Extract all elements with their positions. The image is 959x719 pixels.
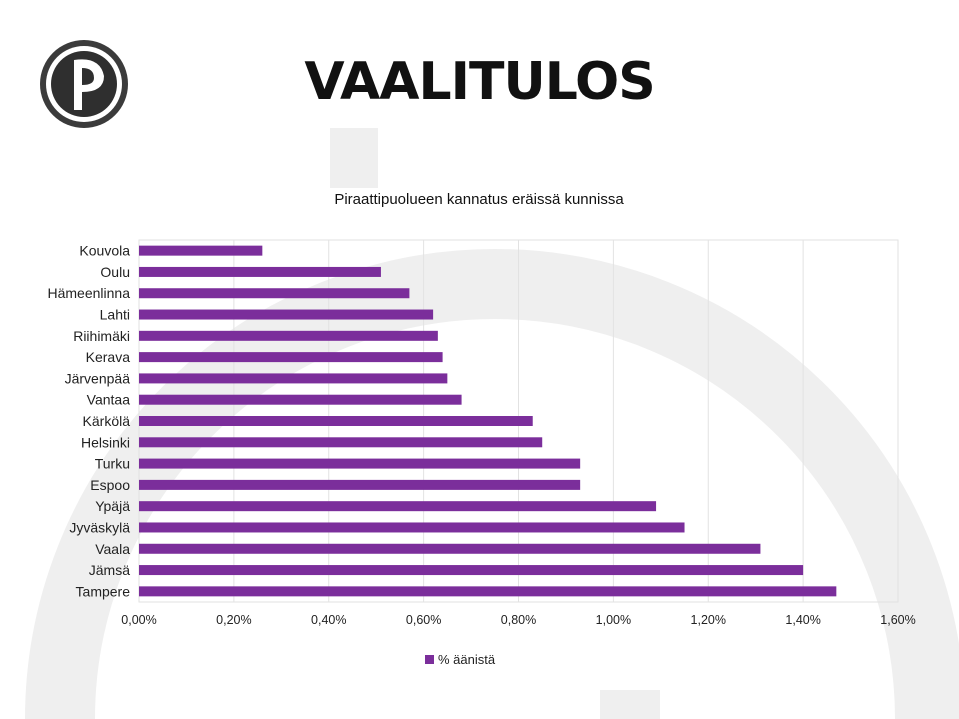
chart-title: Piraattipuolueen kannatus eräissä kunnis… xyxy=(334,191,624,208)
bar xyxy=(139,479,581,490)
x-tick-label: 0,20% xyxy=(216,613,251,627)
bar xyxy=(139,394,462,405)
category-label: Jyväskylä xyxy=(69,519,130,535)
bar xyxy=(139,330,438,341)
category-label: Tampere xyxy=(76,583,131,599)
category-label: Helsinki xyxy=(81,434,130,450)
bar xyxy=(139,309,434,320)
category-label: Ypäjä xyxy=(95,498,130,514)
bar xyxy=(139,373,448,384)
category-label: Jämsä xyxy=(89,562,130,578)
bar xyxy=(139,543,761,554)
x-tick-label: 1,60% xyxy=(880,613,915,627)
category-label: Kärkölä xyxy=(83,413,131,429)
category-label: Hämeenlinna xyxy=(48,285,131,301)
x-tick-label: 0,60% xyxy=(406,613,441,627)
bar xyxy=(139,586,837,597)
bar xyxy=(139,266,381,277)
category-label: Kerava xyxy=(86,349,131,365)
bar xyxy=(139,522,685,533)
bar xyxy=(139,245,263,256)
category-label: Vantaa xyxy=(87,392,131,408)
legend-swatch xyxy=(425,655,434,664)
bar xyxy=(139,416,533,426)
category-label: Lahti xyxy=(100,307,130,323)
category-label: Turku xyxy=(95,456,130,472)
x-tick-label: 1,40% xyxy=(785,613,820,627)
bar xyxy=(139,352,443,363)
bar xyxy=(139,437,543,448)
x-tick-label: 1,00% xyxy=(596,613,631,627)
page-title: VAALITULOS xyxy=(304,52,655,112)
bar xyxy=(139,458,581,469)
bar xyxy=(139,501,657,512)
category-label: Vaala xyxy=(95,541,130,557)
x-tick-label: 0,40% xyxy=(311,613,346,627)
x-tick-label: 0,00% xyxy=(121,613,156,627)
bar xyxy=(139,288,410,299)
x-tick-label: 1,20% xyxy=(691,613,726,627)
category-label: Riihimäki xyxy=(73,328,130,344)
pirate-party-logo-icon xyxy=(40,40,128,128)
legend-label: % äänistä xyxy=(438,652,496,667)
category-label: Oulu xyxy=(100,264,130,280)
category-label: Espoo xyxy=(90,477,130,493)
x-tick-label: 0,80% xyxy=(501,613,536,627)
category-label: Järvenpää xyxy=(65,370,131,386)
bar xyxy=(139,565,804,576)
category-label: Kouvola xyxy=(79,243,130,259)
